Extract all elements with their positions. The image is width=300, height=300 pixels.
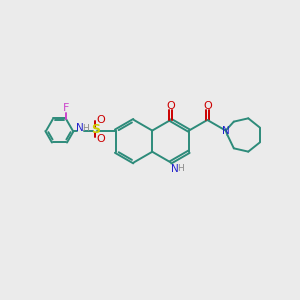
Text: H: H xyxy=(82,124,89,133)
Text: O: O xyxy=(96,134,105,144)
Text: O: O xyxy=(96,115,105,125)
Text: F: F xyxy=(63,103,69,113)
Text: H: H xyxy=(177,164,183,173)
Text: N: N xyxy=(171,164,178,174)
Text: N: N xyxy=(76,123,83,133)
Text: O: O xyxy=(203,101,212,111)
Text: O: O xyxy=(166,101,175,111)
Text: S: S xyxy=(91,123,100,136)
Text: N: N xyxy=(222,126,230,136)
